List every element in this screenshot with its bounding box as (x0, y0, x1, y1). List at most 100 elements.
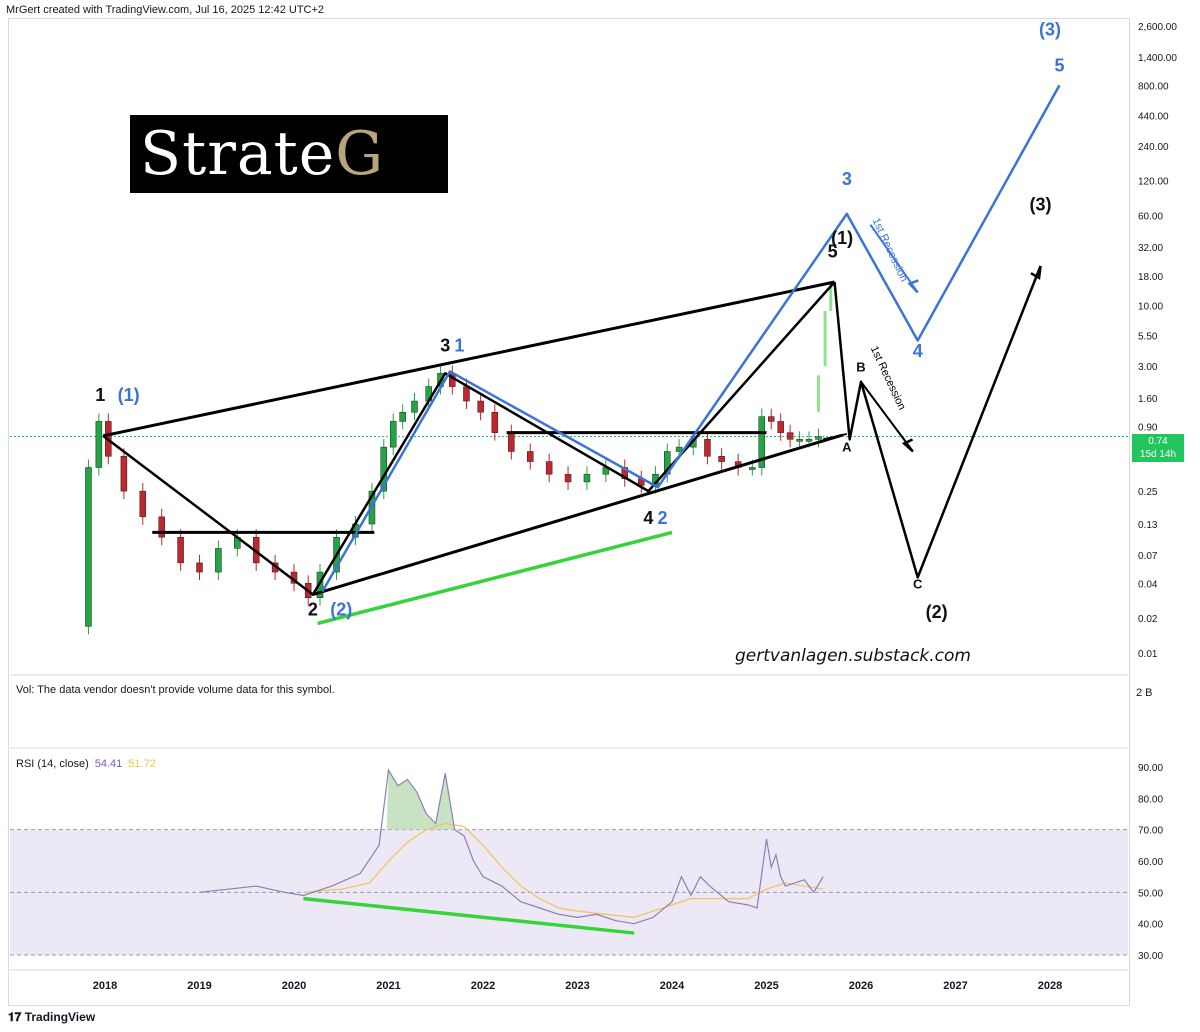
wave-label-blue: (2) (330, 600, 352, 620)
price-tick: 0.13 (1138, 520, 1158, 531)
rsi-label: RSI (14, close) (16, 758, 89, 770)
recession-label-blue: 1st Recession (870, 216, 910, 284)
rsi-tick: 80.00 (1138, 794, 1163, 805)
candle-body (758, 416, 766, 468)
candle-body (767, 416, 775, 422)
price-tick: 60.00 (1138, 212, 1163, 223)
time-tick: 2025 (754, 980, 778, 992)
wave-label: 3 (440, 336, 450, 356)
wave-label-blue: 4 (913, 341, 923, 361)
wave-label: C (913, 577, 923, 592)
candle-body (215, 548, 222, 573)
wave-label: (2) (926, 602, 948, 622)
rsi-legend[interactable]: RSI (14, close) 54.41 51.72 (16, 758, 156, 770)
price-tick: 3.00 (1138, 362, 1158, 373)
price-tick: 2,600.00 (1138, 22, 1177, 33)
candle-body (815, 436, 822, 440)
candle-body (196, 562, 203, 573)
rsi-tick: 30.00 (1138, 951, 1163, 962)
price-tick: 18.00 (1138, 272, 1163, 283)
candle-body (823, 310, 827, 367)
price-tick: 0.02 (1138, 614, 1158, 625)
candle-body (463, 386, 470, 402)
tradingview-logo-icon: 𝟏𝟕 (8, 1010, 25, 1024)
candle-body (158, 516, 165, 538)
time-tick: 2023 (565, 980, 589, 992)
time-tick: 2020 (282, 980, 306, 992)
wave-label: 4 (643, 508, 653, 528)
wave-label-blue: 2 (658, 508, 668, 528)
price-tick: 440.00 (1138, 111, 1169, 122)
wave-black (102, 281, 836, 596)
arrowhead (1030, 265, 1042, 280)
channel-upper (102, 280, 835, 438)
candle-body (95, 421, 103, 468)
candle-body (177, 536, 184, 564)
rsi-tick: 70.00 (1138, 826, 1163, 837)
channel-arrow (822, 432, 848, 441)
price-tick: 0.90 (1138, 423, 1158, 434)
tradingview-footer: 𝟏𝟕 TradingView (8, 1010, 96, 1024)
candle-body (491, 412, 499, 433)
time-tick: 2028 (1038, 980, 1062, 992)
recession-arrow-blue (869, 224, 919, 294)
wave-label-blue: 1 (454, 336, 464, 356)
price-tick: 1,400.00 (1138, 53, 1177, 64)
candle-body (796, 439, 803, 442)
rsi-band (10, 829, 1128, 955)
candle-body (139, 490, 147, 518)
price-tick: 0.07 (1138, 551, 1158, 562)
candle-body (411, 400, 418, 413)
candle-body (786, 432, 794, 440)
candle-body (718, 456, 725, 462)
price-tick: 1.60 (1138, 394, 1158, 405)
rsi-ma-line (303, 822, 824, 919)
wave-label-blue: (1) (118, 385, 140, 405)
rsi-tick: 60.00 (1138, 857, 1163, 868)
arrowhead (907, 279, 919, 294)
wave-label: (1) (831, 228, 853, 248)
chart-frame (8, 18, 1130, 1006)
wave-label-blue: 5 (1054, 56, 1064, 76)
candle-body (545, 461, 553, 475)
time-tick: 2027 (943, 980, 967, 992)
candle-body (399, 412, 406, 422)
candle-body (389, 421, 397, 448)
wave-label-blue: 3 (842, 169, 852, 189)
wave-label: (3) (1030, 195, 1052, 215)
price-tick: 120.00 (1138, 177, 1169, 188)
rsi-value: 54.41 (94, 758, 123, 770)
time-tick: 2026 (849, 980, 873, 992)
arrowhead (901, 438, 914, 453)
strateg-logo: StrateG (130, 115, 448, 193)
time-tick: 2021 (376, 980, 400, 992)
recession-label-black: 1st Recession (868, 344, 908, 412)
price-tick: 800.00 (1138, 81, 1169, 92)
wave-label: 5 (828, 242, 838, 262)
price-tick: 0.01 (1138, 649, 1158, 660)
candle-body (85, 467, 92, 627)
price-tick: 5.50 (1138, 332, 1158, 343)
volume-scale: 2 B (1136, 687, 1153, 699)
rsi-ma-value: 51.72 (128, 758, 156, 770)
candle-body (120, 456, 128, 492)
rsi-divergence-line (303, 896, 635, 935)
wave-label: 1 (95, 385, 105, 405)
projection-black (833, 265, 1042, 579)
rsi-line (199, 768, 824, 925)
website-watermark: gertvanlagen.substack.com (735, 646, 971, 666)
wave-label: 2 (308, 600, 318, 620)
channel-lower (312, 433, 843, 596)
candle-body (829, 281, 833, 311)
time-tick: 2024 (660, 980, 685, 992)
time-tick: 2018 (93, 980, 117, 992)
current-price-label: 0.74 15d 14h (1132, 434, 1184, 462)
candle-body (805, 439, 813, 442)
support-trendline (317, 530, 673, 626)
candle-body (564, 473, 572, 483)
candle-body (816, 375, 820, 413)
wave-label-blue: (3) (1039, 20, 1061, 40)
price-tick: 0.25 (1138, 487, 1158, 498)
candle-body (527, 451, 534, 462)
